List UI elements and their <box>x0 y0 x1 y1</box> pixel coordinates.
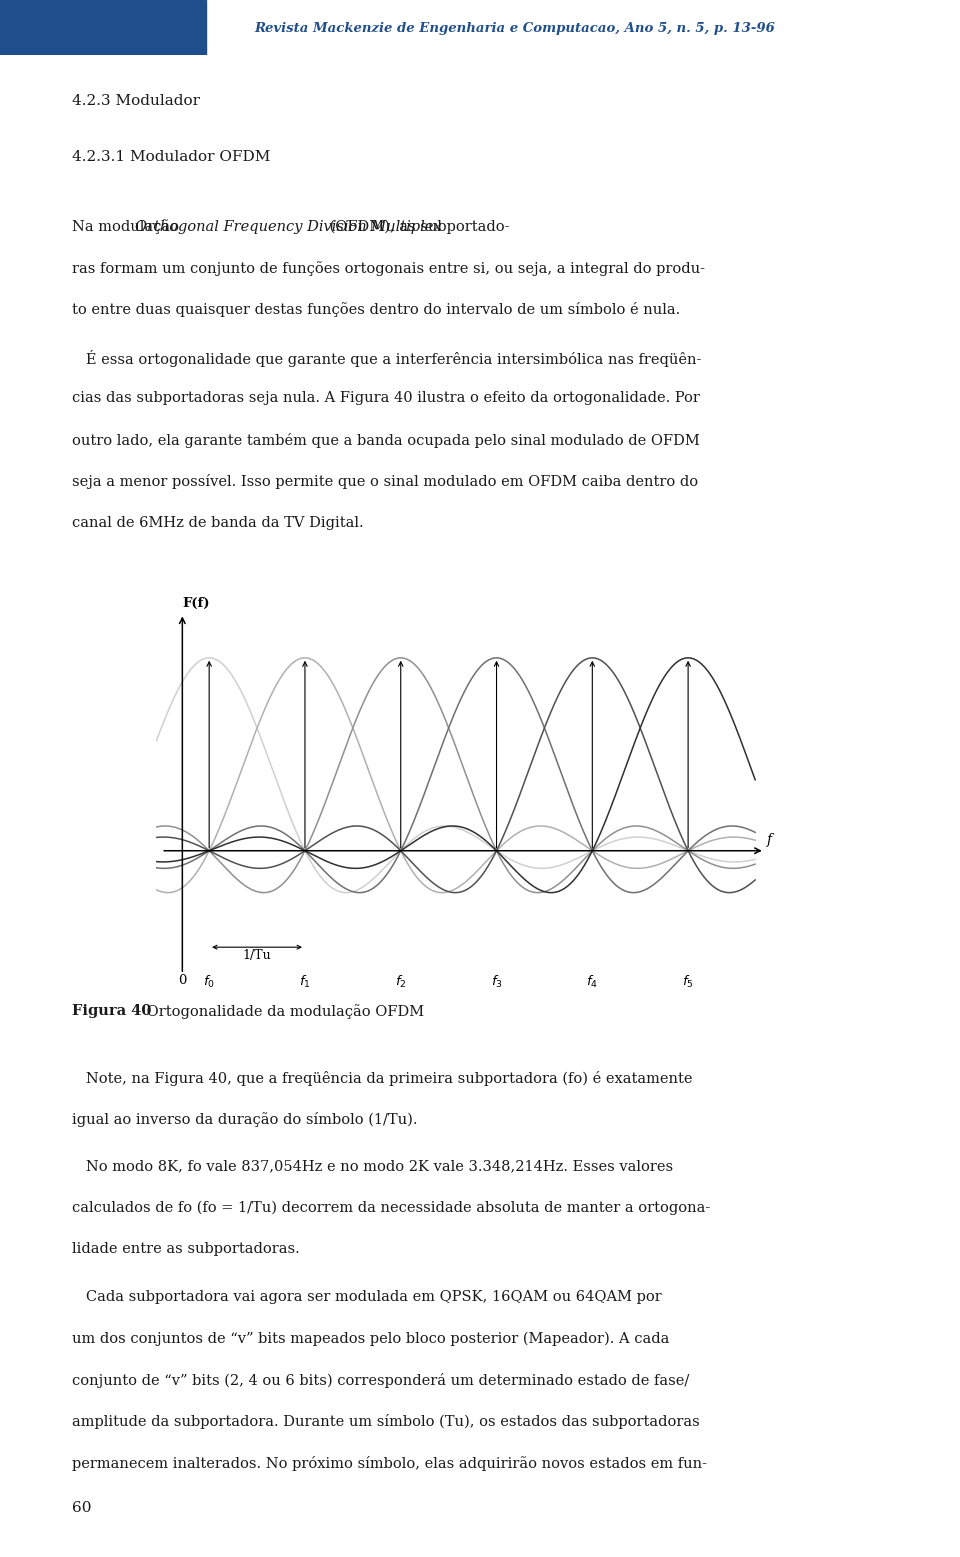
Text: Figura 40: Figura 40 <box>72 1004 152 1018</box>
Text: (OFDM), as subportado-: (OFDM), as subportado- <box>324 220 509 234</box>
Text: Revista Mackenzie de Engenharia e Computacao, Ano 5, n. 5, p. 13-96: Revista Mackenzie de Engenharia e Comput… <box>254 22 776 36</box>
Text: igual ao inverso da duração do símbolo (1/Tu).: igual ao inverso da duração do símbolo (… <box>72 1112 418 1127</box>
Text: $f_4$: $f_4$ <box>587 975 598 990</box>
Text: $f_2$: $f_2$ <box>395 975 406 990</box>
Text: um dos conjuntos de “v” bits mapeados pelo bloco posterior (Mapeador). A cada: um dos conjuntos de “v” bits mapeados pe… <box>72 1331 669 1345</box>
Text: outro lado, ela garante também que a banda ocupada pelo sinal modulado de OFDM: outro lado, ela garante também que a ban… <box>72 433 700 448</box>
Text: $f_1$: $f_1$ <box>300 975 311 990</box>
Text: Na modulação: Na modulação <box>72 220 183 235</box>
Text: ras formam um conjunto de funções ortogonais entre si, ou seja, a integral do pr: ras formam um conjunto de funções ortogo… <box>72 262 705 276</box>
Text: calculados de fo (fo = 1/Tu) decorrem da necessidade absoluta de manter a ortogo: calculados de fo (fo = 1/Tu) decorrem da… <box>72 1200 710 1216</box>
Text: F(f): F(f) <box>182 596 210 610</box>
Text: permanecem inalterados. No próximo símbolo, elas adquirirão novos estados em fun: permanecem inalterados. No próximo símbo… <box>72 1456 707 1471</box>
Text: cias das subportadoras seja nula. A Figura 40 ilustra o efeito da ortogonalidade: cias das subportadoras seja nula. A Figu… <box>72 391 700 405</box>
Text: $f_3$: $f_3$ <box>491 975 502 990</box>
Text: No modo 8K, fo vale 837,054Hz e no modo 2K vale 3.348,214Hz. Esses valores: No modo 8K, fo vale 837,054Hz e no modo … <box>72 1160 673 1174</box>
Text: lidade entre as subportadoras.: lidade entre as subportadoras. <box>72 1242 300 1256</box>
Text: É essa ortogonalidade que garante que a interferência intersimbólica nas freqüên: É essa ortogonalidade que garante que a … <box>72 350 702 367</box>
Text: 4.2.3 Modulador: 4.2.3 Modulador <box>72 95 200 109</box>
Text: $f_0$: $f_0$ <box>204 975 215 990</box>
Text: 0: 0 <box>179 975 186 987</box>
Text: Cada subportadora vai agora ser modulada em QPSK, 16QAM ou 64QAM por: Cada subportadora vai agora ser modulada… <box>72 1289 661 1303</box>
Text: amplitude da subportadora. Durante um símbolo (Tu), os estados das subportadoras: amplitude da subportadora. Durante um sí… <box>72 1414 700 1429</box>
Text: f: f <box>767 833 772 847</box>
Text: 60: 60 <box>72 1501 91 1515</box>
Text: 1/Tu: 1/Tu <box>243 950 272 962</box>
Text: Note, na Figura 40, que a freqüência da primeira subportadora (fo) é exatamente: Note, na Figura 40, que a freqüência da … <box>72 1071 692 1085</box>
Text: to entre duas quaisquer destas funções dentro do intervalo de um símbolo é nula.: to entre duas quaisquer destas funções d… <box>72 302 681 318</box>
Bar <box>0 0 206 56</box>
Text: seja a menor possível. Isso permite que o sinal modulado em OFDM caiba dentro do: seja a menor possível. Isso permite que … <box>72 475 698 489</box>
Text: Orthogonal Frequency Division Multiplex: Orthogonal Frequency Division Multiplex <box>135 220 442 234</box>
Text: canal de 6MHz de banda da TV Digital.: canal de 6MHz de banda da TV Digital. <box>72 515 364 529</box>
Text: conjunto de “v” bits (2, 4 ou 6 bits) corresponderá um determinado estado de fas: conjunto de “v” bits (2, 4 ou 6 bits) co… <box>72 1373 689 1387</box>
Text: Ortogonalidade da modulação OFDM: Ortogonalidade da modulação OFDM <box>142 1004 424 1018</box>
Text: $f_5$: $f_5$ <box>683 975 694 990</box>
Text: 4.2.3.1 Modulador OFDM: 4.2.3.1 Modulador OFDM <box>72 149 271 163</box>
